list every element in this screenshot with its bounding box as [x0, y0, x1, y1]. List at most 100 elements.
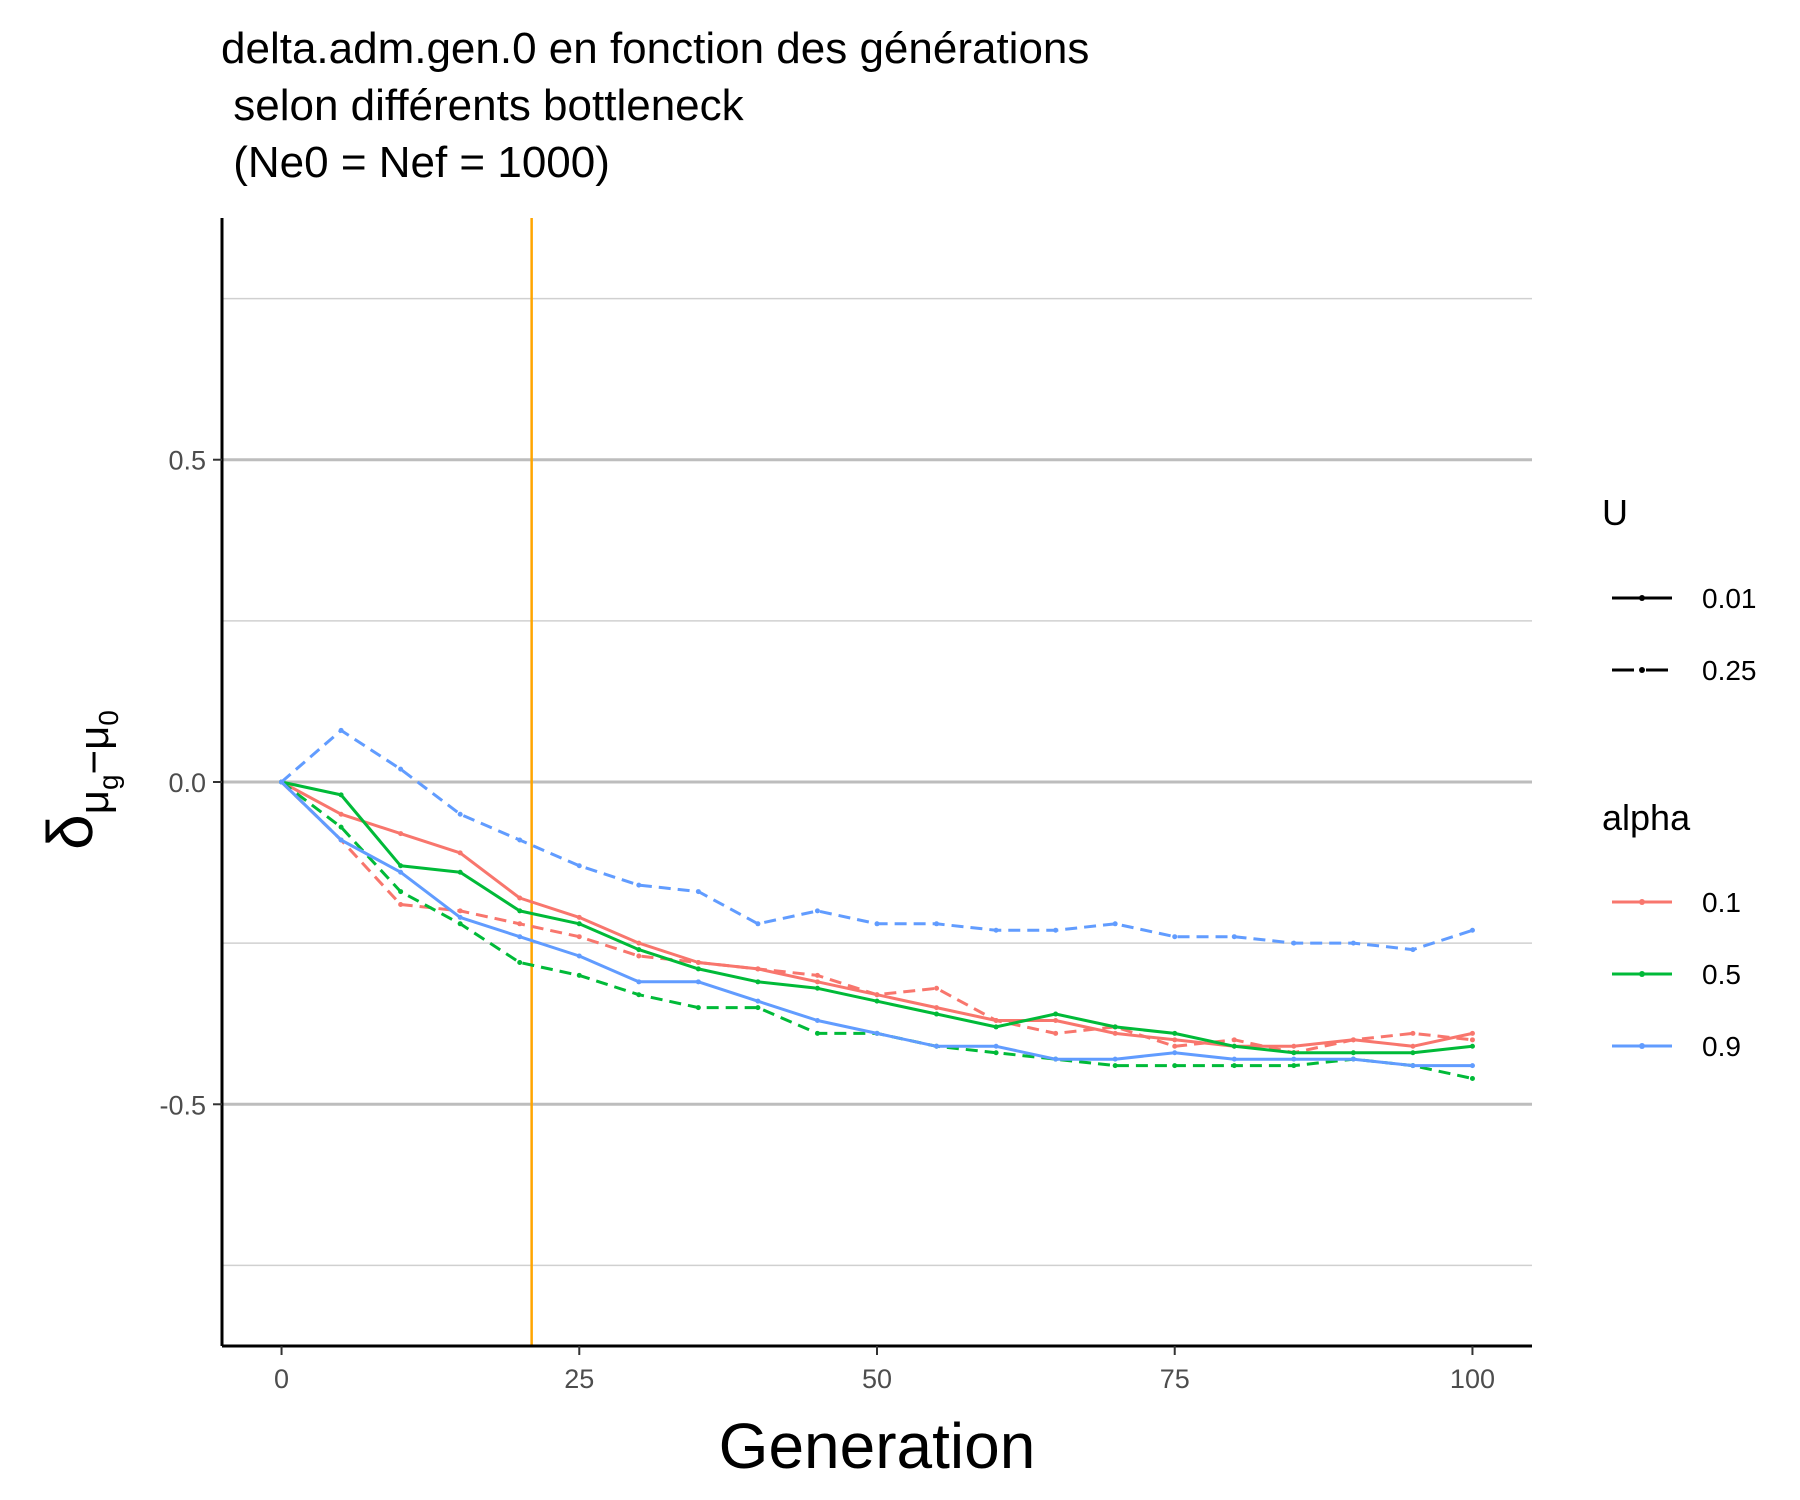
series-point-2-10: [874, 998, 880, 1004]
series-point-5-12: [993, 927, 999, 933]
series-point-5-13: [1053, 927, 1059, 933]
series-point-5-3: [457, 811, 463, 817]
series-point-0-17: [1291, 1043, 1297, 1049]
series-point-5-8: [755, 921, 761, 927]
series-point-5-19: [1410, 947, 1416, 953]
series-point-4-17: [1291, 1056, 1297, 1062]
series-point-5-20: [1469, 927, 1475, 933]
series-point-2-11: [934, 1011, 940, 1017]
series-point-4-18: [1350, 1056, 1356, 1062]
series-point-3-12: [993, 1050, 999, 1056]
y-axis-title: δμg−μ0: [34, 710, 124, 850]
legend-key-dot-alpha-0: [1639, 899, 1645, 905]
x-tick-label-2: 50: [862, 1364, 892, 1394]
series-point-5-14: [1112, 921, 1118, 927]
legend-label-u-1: 0.25: [1702, 655, 1757, 686]
series-point-5-10: [874, 921, 880, 927]
series-point-0-2: [398, 831, 404, 837]
series-point-3-7: [695, 1005, 701, 1011]
series-point-0-5: [576, 914, 582, 920]
series-point-0-4: [517, 895, 523, 901]
series-point-3-16: [1231, 1063, 1237, 1069]
series-point-5-9: [814, 908, 820, 914]
series-point-0-13: [1053, 1017, 1059, 1023]
series-point-1-19: [1410, 1030, 1416, 1036]
series-point-1-10: [874, 992, 880, 998]
y-title-minus: −: [70, 750, 117, 775]
series-point-3-4: [517, 959, 523, 965]
title-line-1: delta.adm.gen.0 en fonction des générati…: [221, 24, 1089, 73]
series-point-1-9: [814, 972, 820, 978]
series-point-3-15: [1172, 1063, 1178, 1069]
series-point-2-9: [814, 985, 820, 991]
series-point-4-8: [755, 998, 761, 1004]
series-point-2-1: [338, 792, 344, 798]
series-point-2-19: [1410, 1050, 1416, 1056]
series-point-2-4: [517, 908, 523, 914]
series-point-1-2: [398, 901, 404, 907]
series-point-4-6: [636, 979, 642, 985]
series-point-2-18: [1350, 1050, 1356, 1056]
chart-title: delta.adm.gen.0 en fonction des générati…: [221, 24, 1089, 187]
series-point-0-15: [1172, 1037, 1178, 1043]
legend-key-dot-alpha-2: [1639, 1043, 1645, 1049]
series-point-4-20: [1469, 1063, 1475, 1069]
series-point-1-13: [1053, 1030, 1059, 1036]
x-tick-label-0: 0: [274, 1364, 289, 1394]
grid-lines: [222, 297, 1532, 1267]
series-point-4-10: [874, 1030, 880, 1036]
series-point-3-9: [814, 1030, 820, 1036]
legend-color-entries: 0.1 0.5 0.9: [1612, 887, 1741, 1062]
series-point-5-2: [398, 766, 404, 772]
series-point-1-5: [576, 934, 582, 940]
series-point-1-7: [695, 959, 701, 965]
series-point-2-8: [755, 979, 761, 985]
series-point-4-5: [576, 953, 582, 959]
y-tick-label-2: 0.5: [168, 446, 206, 476]
series-point-2-7: [695, 966, 701, 972]
series-point-2-2: [398, 863, 404, 869]
series-lines: [279, 727, 1475, 1082]
axis-ticks: 0 25 50 75 100 -0.5 0.0 0.5: [159, 446, 1495, 1394]
series-point-1-15: [1172, 1043, 1178, 1049]
series-point-5-0: [279, 779, 285, 785]
series-point-3-2: [398, 889, 404, 895]
series-point-4-3: [457, 914, 463, 920]
series-point-0-6: [636, 940, 642, 946]
series-point-0-20: [1469, 1030, 1475, 1036]
series-point-4-15: [1172, 1050, 1178, 1056]
series-point-3-6: [636, 992, 642, 998]
series-point-2-16: [1231, 1043, 1237, 1049]
series-point-1-4: [517, 921, 523, 927]
series-point-5-7: [695, 889, 701, 895]
series-point-5-11: [934, 921, 940, 927]
legend-label-alpha-0: 0.1: [1702, 887, 1741, 918]
series-point-1-16: [1231, 1037, 1237, 1043]
series-point-3-5: [576, 972, 582, 978]
y-title-g: g: [93, 774, 124, 790]
series-point-5-4: [517, 837, 523, 843]
series-point-3-3: [457, 921, 463, 927]
series-point-4-9: [814, 1017, 820, 1023]
title-line-2: selon différents bottleneck: [221, 81, 745, 130]
series-point-2-6: [636, 947, 642, 953]
series-point-1-20: [1469, 1037, 1475, 1043]
series-point-1-11: [934, 985, 940, 991]
y-title-0: 0: [93, 710, 124, 726]
series-point-2-15: [1172, 1030, 1178, 1036]
series-point-5-1: [338, 727, 344, 733]
series-point-0-19: [1410, 1043, 1416, 1049]
legend-label-alpha-1: 0.5: [1702, 959, 1741, 990]
series-point-2-12: [993, 1024, 999, 1030]
series-point-4-13: [1053, 1056, 1059, 1062]
series-point-2-20: [1469, 1043, 1475, 1049]
y-axis-title-text: δμg−μ0: [34, 710, 124, 850]
series-point-0-3: [457, 850, 463, 856]
series-point-1-8: [755, 966, 761, 972]
series-point-2-17: [1291, 1050, 1297, 1056]
series-point-2-13: [1053, 1011, 1059, 1017]
legend-title-u: U: [1602, 492, 1628, 533]
title-line-3: (Ne0 = Nef = 1000): [221, 138, 610, 187]
series-point-1-6: [636, 953, 642, 959]
